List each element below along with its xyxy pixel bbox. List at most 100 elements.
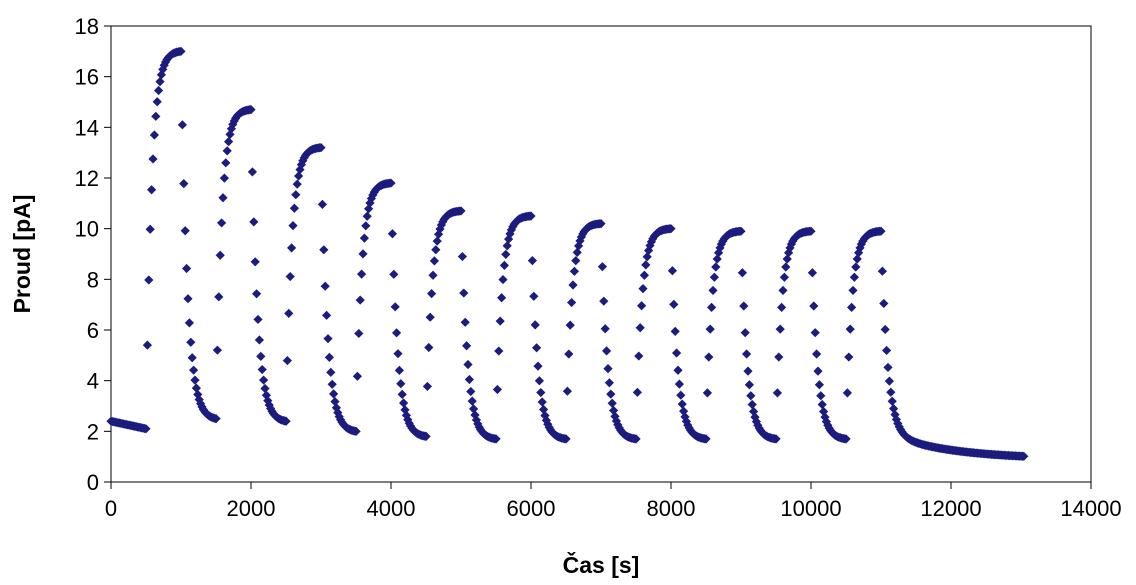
data-point — [396, 379, 406, 389]
data-point — [247, 167, 257, 177]
data-point — [495, 316, 505, 326]
data-point — [883, 362, 893, 373]
data-point — [704, 352, 714, 362]
data-point — [666, 224, 676, 234]
data-point — [602, 346, 612, 356]
data-point — [354, 328, 364, 339]
data-point — [603, 364, 613, 374]
data-point — [294, 171, 304, 181]
data-point — [677, 399, 687, 409]
data-point — [807, 268, 817, 278]
data-point — [744, 380, 754, 390]
data-point — [701, 434, 711, 444]
data-point — [852, 254, 862, 264]
data-point — [148, 154, 158, 164]
data-point — [429, 256, 439, 266]
data-point — [536, 387, 546, 398]
data-point — [183, 294, 193, 304]
data-point — [390, 302, 400, 312]
data-point — [877, 266, 887, 276]
data-point — [180, 226, 190, 236]
data-point — [427, 289, 437, 299]
data-point — [142, 340, 152, 350]
data-point — [561, 434, 571, 444]
data-point — [737, 268, 747, 278]
data-point — [743, 366, 753, 376]
data-point — [891, 414, 901, 425]
data-point — [494, 346, 504, 356]
data-point — [810, 328, 820, 338]
data-point — [539, 404, 549, 415]
data-point — [498, 274, 508, 285]
data-point — [355, 295, 365, 305]
data-point — [739, 301, 749, 311]
data-point — [352, 371, 362, 381]
data-point — [246, 105, 256, 115]
data-point — [709, 272, 719, 282]
data-point — [667, 266, 677, 276]
data-point — [351, 426, 361, 436]
data-point — [252, 289, 262, 299]
data-point — [250, 257, 260, 267]
y-tick-label: 4 — [87, 369, 99, 394]
data-point — [673, 365, 683, 375]
data-point — [529, 291, 539, 301]
data-point — [568, 280, 578, 290]
data-point — [774, 352, 784, 362]
data-point — [714, 248, 724, 258]
data-point — [572, 247, 582, 257]
data-point — [772, 388, 782, 398]
data-point — [190, 375, 200, 385]
data-point — [492, 384, 502, 395]
data-point — [893, 418, 903, 429]
data-point — [154, 85, 164, 96]
data-point — [851, 262, 861, 272]
data-point — [812, 349, 822, 359]
data-point — [357, 269, 367, 279]
data-point — [634, 351, 644, 361]
data-point — [813, 366, 823, 376]
data-point — [401, 410, 411, 420]
data-point — [1019, 451, 1029, 461]
data-point — [782, 254, 792, 264]
data-point — [635, 323, 645, 333]
data-point — [564, 349, 574, 359]
data-point — [670, 326, 680, 336]
data-point — [599, 296, 609, 306]
data-point — [600, 324, 610, 334]
data-point — [189, 365, 199, 375]
data-point — [669, 299, 679, 310]
data-point — [221, 158, 231, 168]
data-point — [844, 352, 854, 362]
data-point — [672, 348, 682, 358]
data-point — [292, 179, 302, 189]
data-point — [179, 179, 189, 189]
data-point — [817, 399, 827, 410]
data-point — [324, 352, 334, 362]
data-point — [149, 130, 159, 140]
data-point — [847, 302, 857, 312]
data-point — [287, 243, 297, 253]
data-point — [778, 285, 788, 296]
data-point — [534, 376, 544, 386]
y-axis-title: Proud [pA] — [9, 195, 35, 314]
data-point — [196, 399, 206, 409]
data-point — [746, 391, 756, 401]
data-point — [333, 408, 343, 418]
data-point — [571, 256, 581, 266]
data-point — [749, 406, 759, 417]
data-point — [218, 193, 228, 203]
data-point — [326, 367, 336, 377]
data-point — [880, 324, 890, 335]
data-point — [463, 359, 473, 370]
x-axis-title: Čas [s] — [563, 551, 640, 578]
data-point — [676, 390, 686, 400]
y-tick-label: 6 — [87, 318, 99, 343]
data-point — [359, 233, 369, 243]
data-point — [639, 270, 649, 280]
data-point — [159, 60, 169, 70]
data-point — [854, 248, 864, 258]
y-tick-label: 16 — [75, 65, 99, 90]
data-point — [322, 310, 332, 320]
data-point — [565, 320, 575, 330]
